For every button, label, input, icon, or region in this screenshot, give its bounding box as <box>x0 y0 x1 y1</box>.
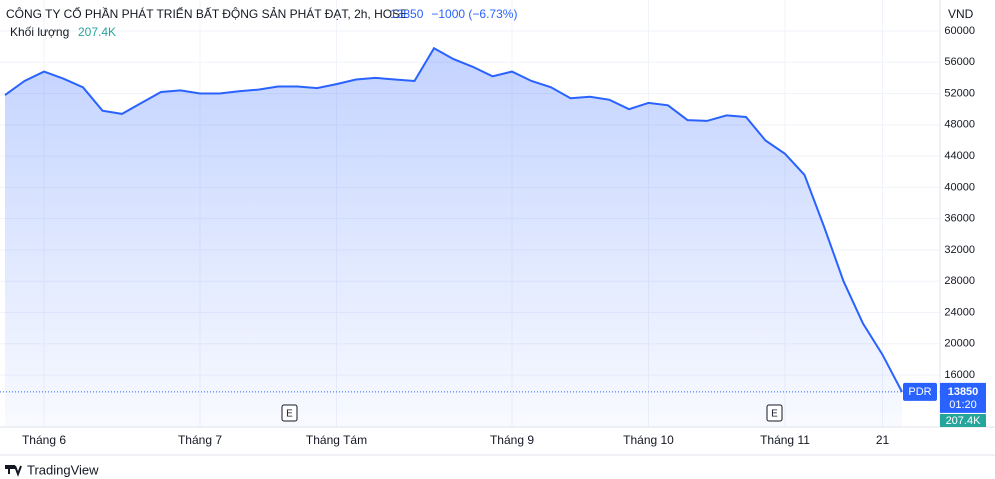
volume-badge <box>940 414 986 427</box>
symbol-label: PDR <box>908 386 931 398</box>
y-tick-label: 60000 <box>944 25 975 37</box>
y-tick-label: 48000 <box>944 119 975 131</box>
x-tick-label: Tháng 6 <box>22 433 66 447</box>
volume-label: Khối lượng <box>10 25 69 39</box>
x-tick-label: Tháng 9 <box>490 433 534 447</box>
chart-title: CÔNG TY CỔ PHẦN PHÁT TRIỂN BẤT ĐỘNG SẢN … <box>6 6 408 21</box>
price-line <box>4 46 903 393</box>
price-badge-value: 13850 <box>948 386 979 398</box>
y-tick-label: 24000 <box>944 306 975 318</box>
x-tick-label: Tháng Tám <box>306 433 367 447</box>
brand: TradingView <box>27 462 99 477</box>
y-tick-label: 16000 <box>944 369 975 381</box>
event-marker[interactable] <box>766 404 783 422</box>
price-badge <box>940 382 986 413</box>
x-tick-label: Tháng 10 <box>623 433 674 447</box>
x-tick-label: 21 <box>876 433 890 447</box>
last-price: 13850 <box>390 7 424 21</box>
event-marker-label: E <box>286 409 293 420</box>
x-tick-label: Tháng 7 <box>178 433 222 447</box>
symbol-badge <box>903 382 937 401</box>
y-tick-label: 40000 <box>944 181 975 193</box>
y-tick-label: 32000 <box>944 244 975 256</box>
countdown: 01:20 <box>949 399 977 411</box>
event-marker-label: E <box>771 409 778 420</box>
currency: VND <box>948 7 974 21</box>
y-tick-label: 36000 <box>944 213 975 225</box>
volume-value: 207.4K <box>78 25 116 39</box>
y-tick-label: 20000 <box>944 338 975 350</box>
x-tick-label: Tháng 11 <box>760 433 810 447</box>
area <box>5 48 902 427</box>
event-marker[interactable] <box>281 404 298 422</box>
volume-badge-value: 207.4K <box>946 415 982 427</box>
y-tick-label: 56000 <box>944 56 975 68</box>
y-tick-label: 52000 <box>944 87 975 99</box>
y-tick-label: 28000 <box>944 275 975 287</box>
price-change: −1000 (−6.73%) <box>431 7 517 21</box>
brand-logo <box>5 465 22 477</box>
y-tick-label: 44000 <box>944 150 975 162</box>
